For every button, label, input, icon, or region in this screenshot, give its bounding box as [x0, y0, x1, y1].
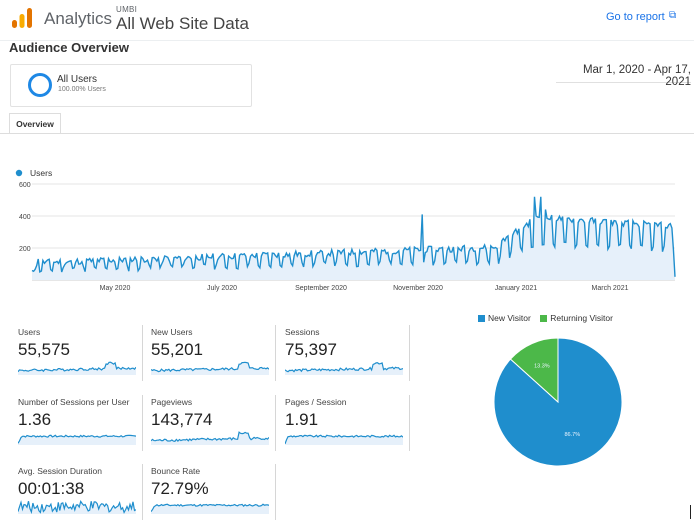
- y-tick-label: 600: [19, 182, 31, 189]
- legend-label-users: Users: [30, 168, 52, 178]
- x-tick-label: July 2020: [207, 285, 237, 292]
- property-selector[interactable]: All Web Site Data: [116, 14, 249, 33]
- segment-name: All Users: [57, 74, 98, 85]
- page-title: Audience Overview: [9, 40, 129, 55]
- x-tick-label: January 2021: [495, 285, 538, 292]
- sparkline: [151, 361, 269, 375]
- metric-label: Avg. Session Duration: [18, 466, 102, 476]
- x-tick-label: May 2020: [100, 285, 131, 292]
- sparkline-line: [18, 361, 136, 373]
- visitor-pie-chart[interactable]: 86.7% 13.3%: [488, 332, 628, 472]
- metric-value: 75,397: [285, 340, 337, 359]
- account-name[interactable]: UMBI: [116, 5, 138, 14]
- sparkline-area: [151, 504, 269, 514]
- sparkline: [285, 434, 403, 445]
- metric-label: Users: [18, 327, 41, 337]
- y-tick-label: 200: [19, 246, 31, 253]
- sparkline: [18, 499, 136, 514]
- y-tick-label: 400: [19, 214, 31, 221]
- segment-percent: 100.00% Users: [58, 86, 106, 93]
- users-line: [31, 196, 676, 277]
- metric-value: 143,774: [151, 410, 213, 429]
- metric-card-avg-session-duration[interactable]: Avg. Session Duration 00:01:38: [16, 464, 143, 520]
- users-area: [32, 196, 675, 280]
- sparkline-line: [18, 499, 136, 514]
- sparkline-area: [151, 362, 269, 375]
- sparkline-area: [18, 435, 136, 445]
- chart-legend: Users: [15, 168, 52, 178]
- sparkline-line: [285, 362, 403, 373]
- x-tick-label: September 2020: [295, 285, 347, 292]
- metric-value: 1.91: [285, 410, 319, 429]
- sparkline: [151, 503, 269, 514]
- metric-label: Pages / Session: [285, 397, 347, 407]
- metric-label: Bounce Rate: [151, 466, 201, 476]
- date-range-picker[interactable]: Mar 1, 2020 - Apr 17, 2021: [556, 64, 691, 88]
- sparkline-line: [18, 434, 136, 444]
- sparkline-line: [151, 361, 269, 373]
- sparkline-area: [18, 362, 136, 375]
- metric-card-users[interactable]: Users 55,575: [16, 325, 143, 381]
- text-cursor: [690, 505, 691, 519]
- tab-overview[interactable]: Overview: [9, 113, 61, 134]
- metric-label: Sessions: [285, 327, 320, 337]
- metric-value: 00:01:38: [18, 479, 85, 498]
- x-tick-label: March 2021: [592, 285, 629, 292]
- metric-card-pageviews[interactable]: Pageviews 143,774: [149, 395, 276, 451]
- metric-label: Number of Sessions per User: [18, 397, 130, 407]
- segment-card[interactable]: All Users 100.00% Users: [10, 64, 252, 107]
- tab-divider: [0, 133, 694, 134]
- legend-item-returning-visitor: Returning Visitor: [540, 313, 613, 323]
- legend-swatch-new-visitor: [478, 315, 485, 322]
- sparkline: [285, 362, 403, 375]
- metric-card-sessions[interactable]: Sessions 75,397: [283, 325, 410, 381]
- metric-value: 1.36: [18, 410, 52, 429]
- legend-item-new-visitor: New Visitor: [478, 313, 533, 323]
- sparkline-line: [151, 503, 269, 512]
- legend-dot-users: [15, 169, 23, 177]
- sparkline-line: [285, 434, 403, 445]
- sparkline-area: [285, 362, 403, 375]
- metric-label: Pageviews: [151, 397, 193, 407]
- pie-slice-returning-visitor[interactable]: [509, 337, 559, 404]
- metric-card-bounce-rate[interactable]: Bounce Rate 72.79%: [149, 464, 276, 520]
- sparkline-line: [151, 431, 269, 442]
- pie-slice-label: 13.3%: [534, 364, 550, 370]
- sparkline-area: [285, 435, 403, 445]
- metric-value: 72.79%: [151, 479, 209, 498]
- legend-swatch-returning-visitor: [540, 315, 548, 322]
- legend-label-new-visitor: New Visitor: [488, 313, 531, 323]
- metric-value: 55,575: [18, 340, 70, 359]
- metric-label: New Users: [151, 327, 193, 337]
- header-divider: [0, 40, 694, 41]
- metric-card-pages-per-session[interactable]: Pages / Session 1.91: [283, 395, 410, 451]
- app-title: Analytics: [44, 9, 113, 28]
- x-tick-label: November 2020: [393, 285, 443, 292]
- segment-ring-icon: [28, 73, 52, 97]
- pie-legend: New Visitor Returning Visitor: [478, 313, 613, 323]
- sparkline: [151, 431, 269, 445]
- metric-card-sessions-per-user[interactable]: Number of Sessions per User 1.36: [16, 395, 143, 451]
- sparkline-area: [151, 432, 269, 445]
- go-to-report-link[interactable]: Go to report: [606, 11, 665, 23]
- users-line-chart[interactable]: Users 600 400 200 May 2020 July 2020 Septemb…: [10, 164, 684, 294]
- sparkline: [18, 434, 136, 445]
- metric-card-new-users[interactable]: New Users 55,201: [149, 325, 276, 381]
- pie-slice-new-visitor[interactable]: [493, 337, 623, 467]
- legend-label-returning-visitor: Returning Visitor: [550, 313, 613, 323]
- pie-slice-label: 86.7%: [564, 432, 580, 438]
- external-link-icon[interactable]: ⧉: [669, 10, 677, 21]
- analytics-logo-icon: [12, 8, 32, 28]
- metric-value: 55,201: [151, 340, 203, 359]
- sparkline: [18, 361, 136, 375]
